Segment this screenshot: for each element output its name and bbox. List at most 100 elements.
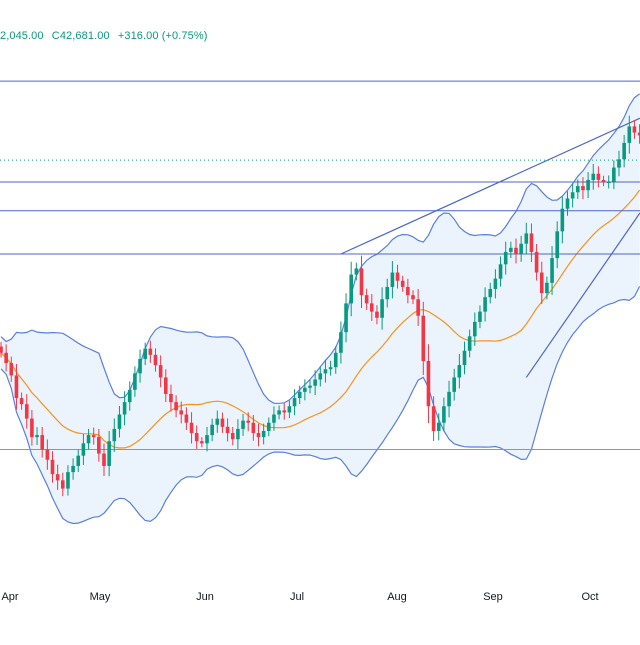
candle-body <box>436 422 441 431</box>
legend-change: +316.00 (+0.75%) <box>117 30 208 42</box>
candle-body <box>457 365 462 378</box>
candle-body <box>287 406 292 413</box>
candle-body <box>545 282 549 294</box>
candle-body <box>591 173 596 180</box>
x-axis-label-sep: Sep <box>483 591 503 603</box>
x-axis-label-oct: Oct <box>581 591 598 603</box>
x-axis-label-jul: Jul <box>290 591 304 603</box>
candle-body <box>194 433 199 442</box>
candle-body <box>612 167 616 182</box>
candle-body <box>385 286 390 300</box>
candle-body <box>411 295 415 300</box>
candle-body <box>488 288 493 298</box>
candle-body <box>509 247 513 252</box>
candle-body <box>550 258 554 283</box>
candle-body <box>473 321 477 337</box>
candle-body <box>158 365 163 378</box>
candle-body <box>256 433 261 438</box>
trend-channel-lower-line <box>525 212 640 378</box>
bollinger-lower-band <box>0 286 640 525</box>
candle-body <box>370 303 374 312</box>
candle-body <box>442 406 446 423</box>
candle-body <box>576 186 580 193</box>
candle-body <box>127 389 132 403</box>
candle-body <box>143 348 147 359</box>
candle-body <box>261 430 266 438</box>
candle-body <box>467 336 472 351</box>
candle-body <box>236 428 240 440</box>
candle-body <box>313 379 317 386</box>
candle-body <box>200 441 204 444</box>
bollinger-band-fill <box>1 93 640 524</box>
candle-body <box>565 198 570 209</box>
candle-body <box>220 418 225 427</box>
candle-body <box>606 181 611 183</box>
candle-body <box>478 311 482 322</box>
candle-body <box>19 398 24 405</box>
candle-body <box>40 435 44 450</box>
candle-body <box>86 435 91 444</box>
candle-body <box>503 251 508 265</box>
candle-body <box>138 358 142 374</box>
candle-body <box>71 465 75 473</box>
candle-body <box>601 179 606 182</box>
candle-body <box>225 426 230 434</box>
candle-body <box>66 472 70 489</box>
candle-body <box>493 278 498 289</box>
candle-body <box>133 373 137 390</box>
candle-body <box>210 424 214 436</box>
candle-body <box>153 354 158 366</box>
candle-body <box>637 132 640 136</box>
candle-body <box>102 453 106 466</box>
candle-body <box>112 428 117 442</box>
candle-body <box>622 142 626 160</box>
candle-body <box>354 268 359 275</box>
candle-body <box>416 299 420 316</box>
candle-body <box>581 186 585 191</box>
candle-body <box>539 272 544 294</box>
candle-body <box>251 422 256 434</box>
candle-body <box>364 295 369 304</box>
candle-body <box>560 208 565 232</box>
candle-body <box>117 414 122 429</box>
candle-body <box>596 173 601 180</box>
candle-body <box>483 297 487 312</box>
candle-body <box>9 363 14 376</box>
candle-body <box>76 455 81 466</box>
candle-body <box>122 402 127 415</box>
legend-open-partial: 2,045.00 <box>0 30 44 42</box>
candle-body <box>0 346 3 353</box>
candle-body <box>205 435 209 444</box>
candle-body <box>519 243 523 254</box>
candle-body <box>97 437 101 454</box>
candle-body <box>179 410 184 415</box>
candle-body <box>272 414 276 423</box>
candle-body <box>406 286 410 296</box>
candle-body <box>148 348 153 355</box>
candle-body <box>462 350 467 366</box>
candle-body <box>61 480 65 489</box>
candle-body <box>349 274 353 304</box>
candle-body <box>267 422 271 431</box>
candle-body <box>395 272 400 281</box>
candle-body <box>359 268 364 296</box>
candle-body <box>107 441 111 466</box>
candle-body <box>390 272 395 287</box>
candle-body <box>400 280 405 287</box>
x-axis-label-apr: Apr <box>1 591 18 603</box>
candle-body <box>452 377 456 392</box>
x-axis-label-aug: Aug <box>387 591 407 603</box>
candle-body <box>246 420 250 423</box>
candle-body <box>375 311 379 318</box>
candle-body <box>4 352 8 364</box>
candle-body <box>55 474 60 481</box>
candle-body <box>421 315 426 361</box>
candle-body <box>30 418 34 438</box>
candle-body <box>529 233 534 252</box>
candle-body <box>174 402 178 411</box>
candle-body <box>184 414 189 423</box>
candle-body <box>380 299 384 318</box>
candle-body <box>328 367 333 370</box>
